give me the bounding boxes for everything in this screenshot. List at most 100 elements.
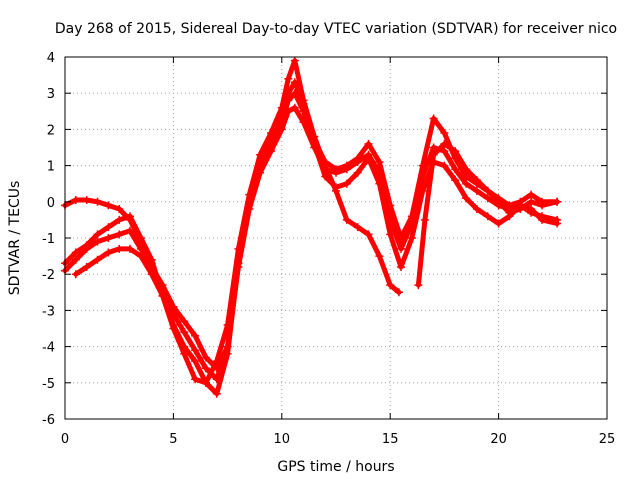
data-point: [472, 205, 481, 213]
data-point: [451, 176, 460, 185]
data-point: [483, 194, 492, 203]
data-point: [342, 179, 351, 188]
x-tick-label: 20: [490, 432, 507, 447]
data-point: [440, 129, 449, 137]
data-point: [342, 161, 351, 170]
data-point: [420, 215, 429, 224]
y-tick-label: -4: [42, 341, 55, 356]
data-point: [414, 281, 423, 290]
data-point: [104, 223, 113, 232]
data-point: [451, 147, 460, 156]
data-point: [418, 186, 427, 195]
data-point: [527, 190, 536, 199]
data-point: [397, 234, 405, 242]
axis-ticks: 0 5 10 15 20 25 -6 -5 -4 -3 -2 -1 0 1 2 3 4: [42, 51, 615, 447]
y-axis-label: SDTVAR / TECUs: [7, 181, 23, 296]
data-point: [267, 129, 275, 137]
data-point: [483, 212, 492, 221]
y-tick-label: -5: [42, 377, 55, 392]
data-point: [93, 237, 102, 246]
data-point: [375, 252, 384, 261]
data-point: [299, 96, 308, 105]
data-point: [93, 197, 102, 206]
data-point: [201, 364, 210, 373]
data-point: [180, 349, 189, 358]
data-point: [462, 194, 471, 203]
data-point: [462, 179, 471, 188]
x-tick-label: 25: [599, 432, 616, 447]
data-point: [277, 118, 286, 127]
data-point: [212, 375, 221, 384]
data-point: [505, 201, 514, 210]
data-point: [180, 317, 189, 326]
data-point: [180, 328, 189, 337]
x-tick-label: 15: [382, 432, 399, 447]
data-point: [136, 237, 145, 246]
data-point: [191, 357, 200, 366]
data-point: [553, 219, 562, 228]
y-tick-label: 3: [47, 87, 55, 102]
data-point: [256, 150, 265, 159]
data-point: [191, 375, 200, 384]
data-point: [516, 197, 525, 206]
data-point: [462, 165, 471, 174]
data-point: [126, 215, 134, 224]
data-point: [527, 197, 536, 206]
data-point: [82, 263, 91, 271]
data-point: [126, 244, 134, 253]
x-tick-label: 5: [169, 432, 177, 447]
y-tick-label: 1: [47, 160, 55, 175]
data-point: [538, 215, 546, 224]
data-point: [71, 196, 80, 204]
data-point: [104, 248, 113, 257]
y-tick-label: -3: [42, 304, 55, 319]
y-tick-label: -1: [42, 232, 55, 247]
data-point: [310, 132, 319, 141]
data-point: [364, 154, 373, 163]
data-series-group: [61, 56, 562, 398]
x-tick-label: 0: [61, 432, 69, 447]
y-tick-label: -6: [42, 413, 55, 428]
data-point: [332, 186, 340, 195]
data-point: [353, 223, 362, 232]
series-track-c: [61, 89, 562, 384]
data-point: [284, 74, 293, 83]
chart-title: Day 268 of 2015, Sidereal Day-to-day VTE…: [55, 21, 617, 37]
y-tick-label: -2: [42, 268, 55, 283]
data-point: [332, 165, 340, 174]
data-point: [82, 196, 91, 204]
data-point: [212, 357, 221, 366]
data-point: [472, 186, 481, 195]
series-line: [415, 141, 560, 288]
data-point: [115, 215, 124, 224]
data-point: [93, 230, 102, 239]
data-point: [418, 161, 427, 170]
data-point: [553, 197, 562, 206]
data-point: [375, 158, 384, 166]
data-point: [364, 230, 373, 239]
series-track-d: [71, 56, 403, 387]
y-tick-label: 0: [47, 196, 55, 211]
data-point: [201, 378, 210, 387]
data-point: [394, 288, 403, 297]
data-point: [407, 212, 416, 221]
data-point: [472, 176, 481, 185]
data-point: [290, 56, 299, 65]
data-point: [234, 244, 243, 253]
data-point: [364, 139, 373, 148]
data-point: [505, 208, 514, 217]
data-point: [494, 194, 503, 203]
data-point: [245, 190, 254, 199]
data-point: [429, 143, 438, 152]
data-point: [147, 270, 156, 279]
series-line: [73, 58, 402, 386]
data-point: [93, 255, 102, 264]
data-point: [386, 230, 395, 239]
data-point: [321, 161, 330, 170]
data-point: [115, 244, 124, 253]
data-point: [191, 346, 200, 355]
data-point: [516, 205, 525, 213]
data-point: [126, 226, 134, 235]
x-axis-label: GPS time / hours: [277, 459, 394, 475]
data-point: [223, 342, 232, 351]
